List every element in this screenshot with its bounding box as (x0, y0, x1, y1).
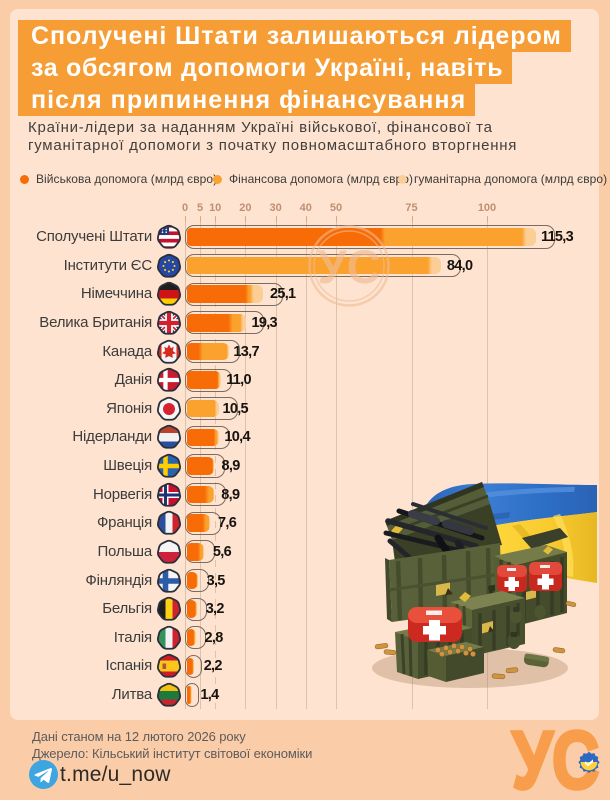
svg-text:УС: УС (317, 240, 380, 293)
